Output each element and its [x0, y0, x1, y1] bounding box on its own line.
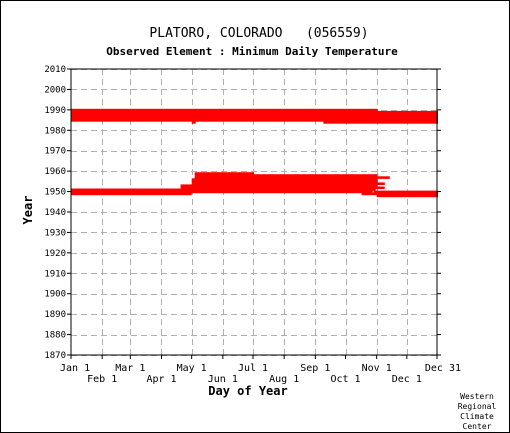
record-bar	[191, 178, 378, 181]
y-tick-label: 1980	[44, 126, 66, 136]
y-tick-label: 1960	[44, 167, 66, 177]
record-bar	[376, 194, 438, 198]
y-tick-label: 1890	[44, 310, 66, 320]
y-tick-label: 1920	[44, 249, 66, 259]
credit-line: Regional	[458, 402, 497, 411]
credit-line: Center	[463, 422, 492, 431]
record-bar	[71, 110, 438, 114]
x-tick-label: Aug 1	[269, 374, 299, 385]
record-bar	[323, 121, 438, 124]
y-tick-label: 1970	[44, 147, 66, 157]
x-tick-label: Mar 1	[115, 363, 145, 374]
record-marks	[71, 108, 439, 198]
x-tick-label: Sep 1	[300, 363, 330, 374]
record-bar	[191, 180, 378, 183]
record-bar	[191, 182, 385, 185]
x-tick-label: Nov 1	[362, 363, 392, 374]
y-tick-label: 1880	[44, 331, 66, 341]
y-axis-label: Year	[21, 196, 35, 225]
y-tick-label: 1870	[44, 351, 66, 361]
record-bar	[71, 188, 376, 192]
x-tick-label: May 1	[177, 363, 207, 374]
record-bar	[71, 112, 438, 116]
x-tick-label: Feb 1	[87, 374, 117, 385]
x-axis-ticks: Jan 1 Mar 1 May 1 Jul 1 Sep 1 Nov 1 Dec 31 Feb …	[60, 355, 461, 385]
record-bar	[71, 119, 438, 122]
record-bar	[180, 186, 385, 190]
chart-title: PLATORO, COLORADO (056559)	[149, 26, 368, 41]
record-bar	[71, 192, 192, 196]
record-bar	[180, 184, 378, 187]
x-tick-label: Jul 1	[238, 363, 268, 374]
x-axis-label: Day of Year	[208, 384, 287, 398]
x-tick-label: Jan 1	[60, 363, 90, 374]
y-tick-label: 1950	[44, 188, 66, 198]
record-bar	[194, 176, 390, 179]
x-tick-label: Apr 1	[146, 374, 176, 385]
record-bar	[194, 174, 378, 177]
credit-line: Western	[460, 392, 494, 401]
y-tick-label: 2010	[44, 65, 66, 75]
y-tick-label: 1990	[44, 106, 66, 116]
record-bar	[191, 121, 196, 124]
y-axis-ticks: 1870 1880 1890 1900 1910 1920 1930 1940 1950 1960…	[44, 65, 441, 361]
y-tick-label: 2000	[44, 85, 66, 95]
record-bar	[71, 108, 378, 112]
record-bar	[71, 115, 438, 118]
y-tick-label: 1910	[44, 269, 66, 279]
credit-block: Western Regional Climate Center	[458, 392, 497, 431]
record-bar	[71, 117, 438, 120]
y-tick-label: 1900	[44, 290, 66, 300]
record-bar	[373, 190, 439, 194]
record-bar	[194, 172, 254, 175]
credit-line: Climate	[460, 412, 494, 421]
x-tick-label: Oct 1	[330, 374, 360, 385]
x-tick-label: Dec 1	[392, 374, 422, 385]
x-tick-label: Jun 1	[208, 374, 238, 385]
x-tick-label: Dec 31	[425, 363, 461, 374]
y-tick-label: 1930	[44, 228, 66, 238]
record-bar	[361, 192, 438, 196]
y-tick-label: 1940	[44, 208, 66, 218]
chart-subtitle: Observed Element : Minimum Daily Tempera…	[106, 45, 398, 58]
record-bar	[71, 190, 373, 194]
